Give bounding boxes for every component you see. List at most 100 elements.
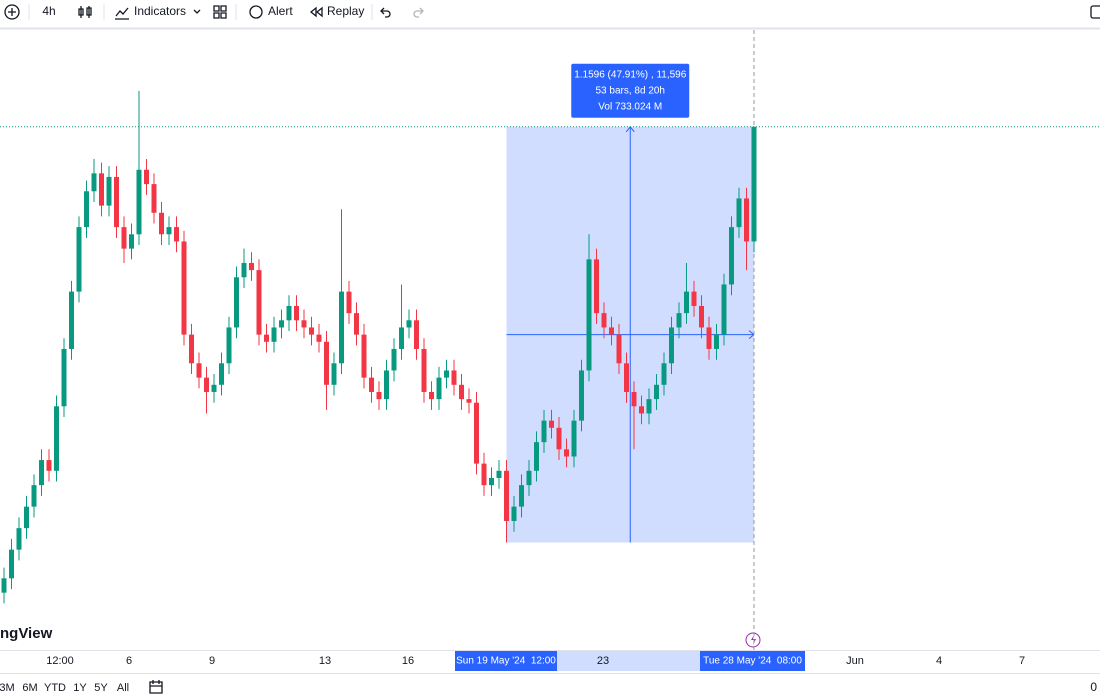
candle-body xyxy=(564,449,569,457)
candle-body xyxy=(271,327,277,342)
candle-body xyxy=(496,470,502,478)
candle-body xyxy=(376,391,382,400)
candle-body xyxy=(151,184,157,213)
candle-body xyxy=(16,528,22,550)
candle-body xyxy=(331,363,337,385)
candle-body xyxy=(609,327,614,335)
candle-body xyxy=(159,212,164,235)
timeframe-button[interactable]: 5Y xyxy=(94,682,108,694)
alert-button[interactable]: Alert xyxy=(268,4,293,18)
replay-button[interactable]: Replay xyxy=(327,4,364,18)
chart-type-button[interactable] xyxy=(78,6,92,18)
candle-body xyxy=(579,370,584,421)
candle-body xyxy=(444,370,449,378)
candle-body xyxy=(676,313,682,328)
range-label: Tue 28 May '24 08:00 xyxy=(703,656,802,667)
range-label-bg xyxy=(700,651,805,671)
candle-body xyxy=(511,506,517,521)
candle-body xyxy=(211,384,217,392)
candle-body xyxy=(46,460,52,471)
timeframe-button[interactable]: 1Y xyxy=(73,682,87,694)
candle-body xyxy=(279,320,284,328)
add-symbol-button[interactable] xyxy=(4,4,20,20)
candle-body xyxy=(406,320,412,328)
candle-body xyxy=(324,341,329,385)
candle-body xyxy=(556,427,562,450)
candle-body xyxy=(669,327,674,364)
candle-body xyxy=(346,291,352,314)
candle-body xyxy=(144,169,149,185)
x-tick-label: 16 xyxy=(402,655,414,667)
timeframe-button[interactable]: YTD xyxy=(44,682,66,694)
candle-body xyxy=(721,284,727,335)
candle-body xyxy=(631,391,637,407)
candle-body xyxy=(699,305,704,328)
candle-body xyxy=(661,363,667,385)
timeframe-button[interactable]: 6M xyxy=(22,682,37,694)
candle-body xyxy=(451,370,457,385)
candle-body xyxy=(654,384,659,400)
candle-body xyxy=(256,270,262,335)
candle-body xyxy=(639,406,644,414)
alert-icon xyxy=(249,5,263,19)
measure-tooltip xyxy=(571,63,690,118)
candle-body xyxy=(226,327,232,364)
candle-body xyxy=(106,176,112,206)
indicators-button[interactable]: Indicators xyxy=(134,4,186,18)
candle-body xyxy=(39,460,44,486)
indicators-icon xyxy=(115,7,129,20)
dropdown-icon[interactable] xyxy=(193,9,201,14)
measure-text: 1.1596 (47.91%) , 11,596 xyxy=(574,69,687,80)
candle-body xyxy=(121,227,127,249)
undo-button[interactable] xyxy=(380,7,391,18)
candle-body xyxy=(474,402,479,464)
candle-body xyxy=(196,363,202,378)
candle-body xyxy=(489,477,494,486)
timeframe-button[interactable]: 3M xyxy=(0,682,15,694)
layouts-button[interactable] xyxy=(213,5,227,19)
x-tick-label: 7 xyxy=(1019,655,1025,667)
candle-body xyxy=(301,320,307,328)
candle-body xyxy=(234,277,239,328)
candle-body xyxy=(264,334,269,342)
candle-body xyxy=(691,291,697,306)
plus-icon xyxy=(8,8,16,16)
candle-body xyxy=(1,578,7,593)
candle-body xyxy=(241,262,247,278)
candle-body xyxy=(99,173,104,206)
candle-body xyxy=(549,420,554,428)
candle-body xyxy=(729,227,734,285)
watermark: ngView xyxy=(0,625,53,642)
date-range-button[interactable] xyxy=(149,680,163,694)
candle-body xyxy=(459,384,464,400)
candle-body xyxy=(76,227,82,292)
x-tick-label: Jun xyxy=(846,655,864,667)
candle-body xyxy=(541,420,547,443)
interval-button[interactable]: 4h xyxy=(42,4,55,18)
candle-body xyxy=(61,348,67,407)
candle-body xyxy=(571,420,577,457)
timeframe-button[interactable]: All xyxy=(117,682,129,694)
candle-body xyxy=(429,391,434,400)
candle-body xyxy=(714,334,719,349)
candle-body xyxy=(114,176,119,228)
x-tick-label: 9 xyxy=(209,655,215,667)
redo-button[interactable] xyxy=(413,7,424,18)
fullscreen-button[interactable] xyxy=(1090,5,1100,19)
x-tick-label: 6 xyxy=(126,655,132,667)
candle-body xyxy=(31,485,37,507)
candle-body xyxy=(219,363,224,385)
candle-body xyxy=(624,363,629,392)
candle-body xyxy=(399,327,404,349)
candle-body xyxy=(601,313,607,328)
x-tick-label: 23 xyxy=(597,655,609,667)
candle-body xyxy=(189,334,194,364)
candle-body xyxy=(84,191,89,228)
replay-icon xyxy=(309,6,323,18)
candle-body xyxy=(751,126,757,242)
candle-body xyxy=(204,377,209,392)
range-label: Sun 19 May '24 12:00 xyxy=(456,656,556,667)
candle-body xyxy=(736,198,742,228)
candle-body xyxy=(594,259,599,314)
